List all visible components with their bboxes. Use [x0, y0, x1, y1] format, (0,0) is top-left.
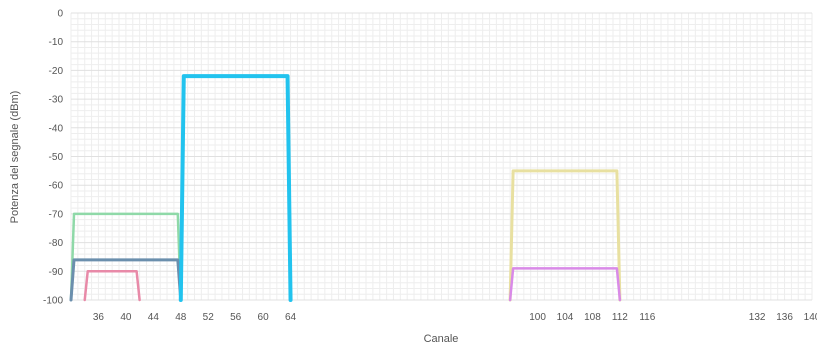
- y-axis-label: Potenza del segnale (dBm): [9, 91, 21, 224]
- y-tick-label: -40: [49, 123, 64, 134]
- y-tick-label: -100: [43, 296, 63, 307]
- x-tick-label: 44: [148, 312, 160, 323]
- x-tick-label: 140: [804, 312, 817, 323]
- y-tick-label: -20: [49, 66, 64, 77]
- y-axis-ticks: 0 -10 -20 -30 -40 -50 -60 -70 -80 -90 -100: [43, 9, 63, 307]
- y-tick-label: -10: [49, 37, 64, 48]
- series-line-3: [83, 270, 141, 302]
- series-line-5: [508, 169, 622, 302]
- x-tick-label: 100: [529, 312, 546, 323]
- y-tick-label: 0: [57, 9, 63, 20]
- series-line-6: [508, 267, 622, 302]
- x-tick-label: 64: [285, 312, 297, 323]
- x-tick-label: 132: [749, 312, 766, 323]
- x-tick-label: 56: [230, 312, 242, 323]
- y-tick-label: -70: [49, 209, 64, 220]
- grid: [70, 12, 813, 301]
- series-line-1: [69, 212, 183, 302]
- x-tick-label: 40: [120, 312, 132, 323]
- y-tick-label: -50: [49, 152, 64, 163]
- x-tick-label: 116: [639, 312, 655, 323]
- x-axis-ticks: 36 40 44 48 52 56 60 64 100 104 108 112 116 132 136 140: [93, 312, 817, 323]
- y-tick-label: -60: [49, 181, 64, 192]
- x-tick-label: 60: [258, 312, 270, 323]
- x-axis-label: Canale: [424, 333, 459, 345]
- y-tick-label: -80: [49, 238, 64, 249]
- x-tick-label: 48: [175, 312, 187, 323]
- series-line-4: [178, 74, 293, 302]
- y-tick-label: -30: [49, 95, 64, 106]
- x-tick-label: 52: [203, 312, 215, 323]
- x-tick-label: 112: [612, 312, 628, 323]
- x-tick-label: 36: [93, 312, 105, 323]
- x-tick-label: 108: [584, 312, 601, 323]
- series-group: [69, 74, 622, 302]
- y-tick-label: -90: [49, 267, 64, 278]
- x-tick-label: 136: [776, 312, 793, 323]
- x-tick-label: 104: [557, 312, 574, 323]
